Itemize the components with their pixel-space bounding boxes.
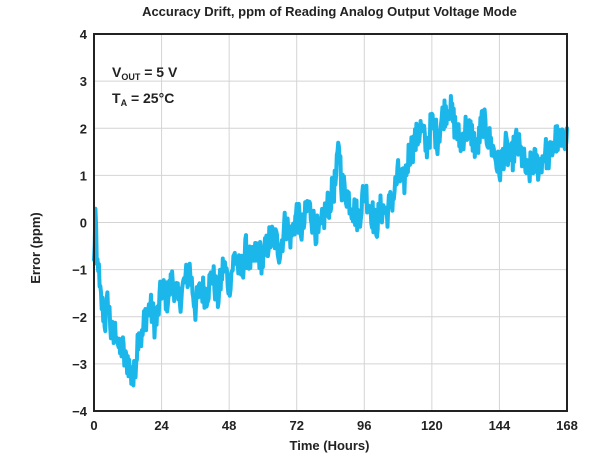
- y-tick-label: −4: [72, 404, 88, 419]
- y-axis-label: Error (ppm): [28, 212, 43, 284]
- x-tick-label: 168: [556, 418, 578, 433]
- vout-annotation: VOUT = 5 V: [112, 64, 178, 82]
- y-tick-label: −2: [72, 310, 87, 325]
- ta-annotation: TA = 25°C: [112, 90, 175, 108]
- y-tick-label: 2: [80, 121, 87, 136]
- y-tick-label: 1: [80, 168, 87, 183]
- x-tick-label: 0: [90, 418, 97, 433]
- x-tick-label: 48: [222, 418, 236, 433]
- x-axis-label: Time (Hours): [289, 438, 370, 453]
- y-tick-label: 4: [80, 27, 88, 42]
- x-tick-label: 120: [421, 418, 443, 433]
- data-series-line: [92, 94, 569, 388]
- x-tick-label: 144: [489, 418, 511, 433]
- chart-title: Accuracy Drift, ppm of Reading Analog Ou…: [142, 4, 517, 19]
- y-tick-label: 3: [80, 74, 87, 89]
- x-tick-label: 72: [289, 418, 303, 433]
- plot-frame: [93, 33, 568, 412]
- y-tick-label: 0: [80, 216, 87, 231]
- x-tick-label: 24: [154, 418, 169, 433]
- x-tick-label: 96: [357, 418, 371, 433]
- y-tick-label: −1: [72, 263, 87, 278]
- y-tick-label: −3: [72, 357, 87, 372]
